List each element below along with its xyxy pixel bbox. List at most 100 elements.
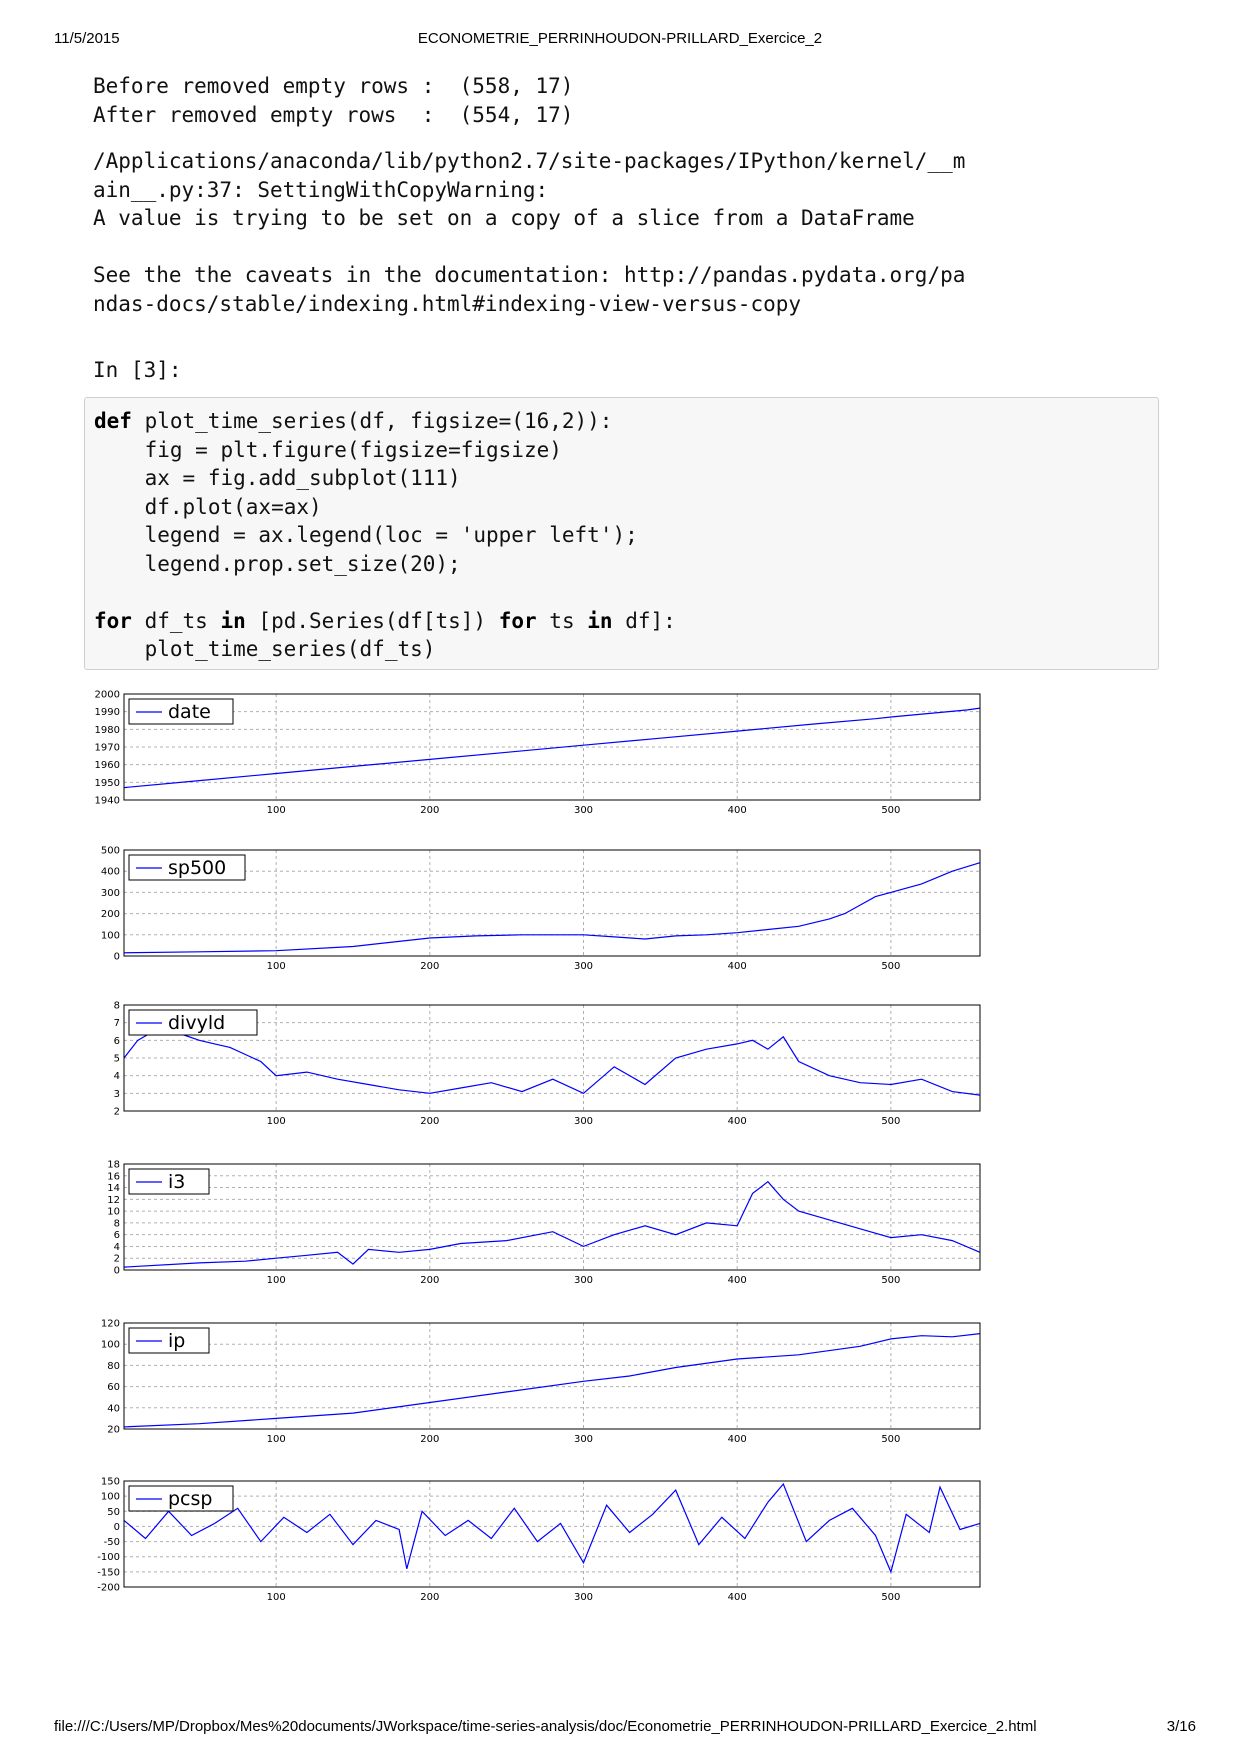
code-line: def plot_time_series(df, figsize=(16,2))… [94, 409, 613, 433]
code-line: for df_ts in [pd.Series(df[ts]) for ts i… [94, 608, 676, 633]
x-tick-label: 100 [267, 1592, 286, 1603]
series-line-divyld [123, 1030, 981, 1096]
chart-pcsp: 100 200 300 400 500 -200 -150 -100 -50 0 50 100 150 p… [97, 1477, 981, 1603]
warning-line: ndas-docs/stable/indexing.html#indexing-… [93, 291, 802, 316]
y-tick-label: 12 [107, 1195, 120, 1206]
file-path: file:///C:/Users/MP/Dropbox/Mes%20docume… [54, 1718, 1037, 1735]
y-tick-label: 8 [114, 1218, 120, 1229]
y-tick-label: 20 [107, 1425, 120, 1436]
y-tick-label: 50 [107, 1507, 120, 1518]
y-tick-label: 7 [114, 1018, 120, 1029]
x-tick-label: 200 [420, 805, 439, 816]
y-tick-label: 1970 [95, 743, 120, 754]
warning-line: A value is trying to be set on a copy of… [93, 206, 915, 230]
x-tick-label: 300 [574, 1592, 593, 1603]
x-tick-label: 300 [574, 1434, 593, 1445]
keyword-def: def [94, 409, 132, 433]
y-tick-label: 14 [107, 1183, 120, 1194]
x-tick-label: 500 [881, 805, 900, 816]
series-line-date [123, 707, 981, 789]
y-tick-label: 0 [114, 1522, 120, 1533]
x-tick-label: 100 [267, 961, 286, 972]
chart-divyld: 100 200 300 400 500 2 3 4 5 6 7 8 divyld [114, 1001, 981, 1127]
plot-frame [123, 849, 981, 957]
y-tick-label: 300 [101, 888, 120, 899]
stdout-output: Before removed empty rows : (558, 17) Aft… [93, 72, 573, 129]
legend-label: ip [168, 1330, 185, 1352]
code-block[interactable]: def plot_time_series(df, figsize=(16,2))… [94, 407, 676, 664]
y-tick-label: 1940 [95, 796, 120, 807]
code-line: legend.prop.set_size(20); [144, 551, 461, 576]
y-tick-label: 150 [101, 1477, 120, 1488]
x-tick-label: 300 [574, 961, 593, 972]
chart-sp500: 100 200 300 400 500 0 100 200 300 400 500 sp500 [101, 846, 981, 972]
legend: pcsp [128, 1485, 234, 1512]
x-tick-label: 100 [267, 1116, 286, 1127]
document-title: ECONOMETRIE_PERRINHOUDON-PRILLARD_Exerci… [417, 30, 823, 47]
x-tick-label: 200 [420, 1592, 439, 1603]
x-tick-label: 400 [728, 1434, 747, 1445]
y-tick-label: 40 [107, 1403, 120, 1414]
y-tick-label: 4 [114, 1071, 120, 1082]
x-tick-label: 400 [728, 805, 747, 816]
plot-frame [123, 693, 981, 801]
chart-ip: 100 200 300 400 500 20 40 60 80 100 120 ip [101, 1319, 981, 1445]
code-cell[interactable]: def plot_time_series(df, figsize=(16,2))… [84, 397, 1159, 670]
y-tick-label: 10 [107, 1207, 120, 1218]
output-line: Before removed empty rows : (558, 17) [93, 74, 574, 98]
x-tick-label: 100 [267, 1275, 286, 1286]
input-prompt: In [3]: [93, 358, 182, 382]
x-tick-label: 500 [881, 1434, 900, 1445]
x-tick-label: 400 [728, 1275, 747, 1286]
x-tick-label: 100 [267, 805, 286, 816]
x-tick-label: 300 [574, 1275, 593, 1286]
legend-label: pcsp [168, 1488, 212, 1510]
legend-label: divyld [168, 1012, 225, 1034]
keyword-for: for [498, 608, 537, 633]
y-tick-label: -200 [97, 1583, 120, 1594]
warning-line: ain__.py:37: SettingWithCopyWarning: [93, 177, 549, 202]
y-tick-label: 100 [101, 1340, 120, 1351]
code-line: ax = fig.add_subplot(111) [144, 466, 461, 490]
y-tick-label: 120 [101, 1319, 120, 1330]
y-tick-label: 100 [101, 930, 120, 941]
series-line-ip [123, 1333, 981, 1428]
y-tick-label: 200 [101, 909, 120, 920]
legend-label: sp500 [168, 857, 226, 879]
stderr-warning: /Applications/anaconda/lib/python2.7/sit… [93, 147, 965, 318]
y-tick-label: 1960 [95, 760, 120, 771]
legend-label: date [168, 701, 211, 723]
chart-date: 100 200 300 400 500 1940 1950 1960 1970 1980 1990 2… [95, 690, 981, 816]
legend: divyld [128, 1009, 258, 1036]
y-tick-label: 16 [107, 1171, 120, 1182]
y-tick-label: 80 [107, 1361, 120, 1372]
series-line-pcsp [123, 1482, 981, 1574]
keyword-in: in [587, 608, 613, 633]
warning-line: See the the caveats in the documentation… [93, 263, 966, 287]
y-tick-label: 2 [114, 1254, 120, 1265]
y-tick-label: 0 [114, 1266, 120, 1277]
y-tick-label: -50 [104, 1537, 120, 1548]
legend: ip [128, 1327, 210, 1354]
y-tick-label: 2 [114, 1107, 120, 1118]
y-tick-label: -150 [97, 1567, 120, 1578]
x-tick-label: 400 [728, 1592, 747, 1603]
y-tick-label: 6 [114, 1230, 120, 1241]
code-line: plot_time_series(df_ts) [144, 637, 436, 661]
y-tick-label: 6 [114, 1036, 120, 1047]
print-date: 11/5/2015 [54, 30, 120, 47]
x-tick-label: 500 [881, 1116, 900, 1127]
warning-line: /Applications/anaconda/lib/python2.7/sit… [93, 149, 966, 173]
y-tick-label: 2000 [95, 690, 120, 701]
code-line: fig = plt.figure(figsize=figsize) [144, 437, 562, 462]
code-line: legend = ax.legend(loc = 'upper left'); [144, 523, 638, 547]
x-tick-label: 400 [728, 1116, 747, 1127]
legend: i3 [128, 1168, 210, 1195]
keyword-for: for [94, 608, 132, 633]
y-tick-label: 8 [114, 1001, 120, 1012]
y-tick-label: 100 [101, 1492, 120, 1503]
y-tick-label: 500 [101, 846, 120, 857]
y-tick-label: 0 [114, 952, 120, 963]
y-tick-label: 1990 [95, 707, 120, 718]
